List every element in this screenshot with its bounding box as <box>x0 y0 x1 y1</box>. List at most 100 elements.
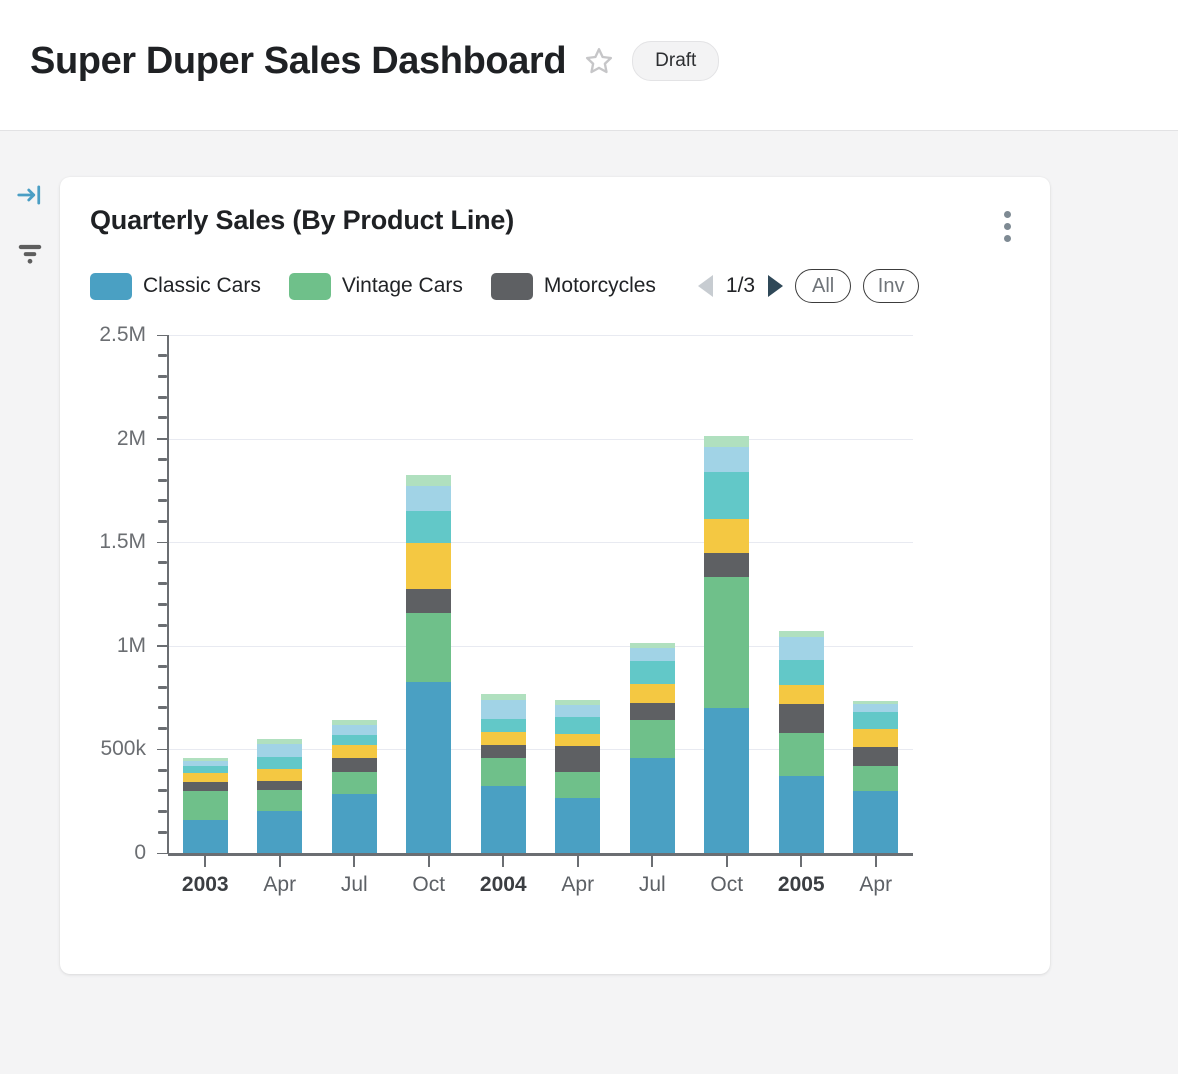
bar-stack[interactable] <box>704 435 750 853</box>
bar-segment[interactable] <box>182 781 228 791</box>
bar-segment[interactable] <box>778 660 824 686</box>
y-axis-minor-tick <box>158 582 167 586</box>
bar-segment[interactable] <box>778 685 824 704</box>
bar-segment[interactable] <box>480 719 526 732</box>
bar-segment[interactable] <box>331 745 377 758</box>
y-axis-label: 0 <box>134 841 146 864</box>
all-button[interactable]: All <box>795 269 852 303</box>
bar-stack[interactable] <box>555 699 601 853</box>
bar-segment[interactable] <box>182 766 228 774</box>
bar-segment[interactable] <box>480 745 526 758</box>
legend-label: Motorcycles <box>543 274 656 297</box>
bar-segment[interactable] <box>406 486 452 512</box>
bar-segment[interactable] <box>257 780 303 790</box>
bar-segment[interactable] <box>629 661 675 685</box>
star-icon[interactable] <box>584 46 614 76</box>
bar-segment[interactable] <box>480 699 526 720</box>
y-axis-minor-tick <box>158 810 167 814</box>
inv-button[interactable]: Inv <box>863 269 920 303</box>
legend-item-classic-cars[interactable]: Classic Cars <box>90 272 261 300</box>
bar-segment[interactable] <box>406 511 452 544</box>
bar-segment[interactable] <box>257 744 303 757</box>
page-title: Super Duper Sales Dashboard <box>30 39 567 82</box>
bar-segment[interactable] <box>406 543 452 589</box>
x-axis-label: Jul <box>340 873 368 896</box>
kebab-menu-icon[interactable] <box>994 209 1020 243</box>
bar-segment[interactable] <box>778 776 824 853</box>
bar-segment[interactable] <box>704 519 750 553</box>
bar-segment[interactable] <box>257 789 303 811</box>
bar-segment[interactable] <box>704 471 750 520</box>
bar-segment[interactable] <box>704 446 750 472</box>
bar-segment[interactable] <box>480 731 526 746</box>
bar-segment[interactable] <box>406 588 452 613</box>
bar-segment[interactable] <box>853 703 899 713</box>
bar-segment[interactable] <box>853 700 899 704</box>
x-axis-tick <box>800 856 803 867</box>
bar-stack[interactable] <box>480 693 526 853</box>
bar-segment[interactable] <box>704 435 750 447</box>
triangle-right-icon[interactable] <box>768 275 784 297</box>
bar-segment[interactable] <box>480 785 526 853</box>
bar-stack[interactable] <box>182 757 228 853</box>
bar-stack[interactable] <box>778 631 824 853</box>
bar-segment[interactable] <box>331 724 377 735</box>
bar-segment[interactable] <box>331 734 377 746</box>
bar-segment[interactable] <box>778 636 824 661</box>
bar-segment[interactable] <box>704 707 750 853</box>
filter-funnel-icon[interactable] <box>14 237 46 269</box>
bar-stack[interactable] <box>406 474 452 853</box>
bar-segment[interactable] <box>853 728 899 748</box>
bar-segment[interactable] <box>331 757 377 773</box>
triangle-left-icon[interactable] <box>697 275 713 297</box>
bar-segment[interactable] <box>555 798 601 853</box>
bar-segment[interactable] <box>182 790 228 820</box>
bar-segment[interactable] <box>406 682 452 853</box>
bar-segment[interactable] <box>629 720 675 758</box>
bar-segment[interactable] <box>555 717 601 734</box>
bar-segment[interactable] <box>257 739 303 745</box>
bar-segment[interactable] <box>778 732 824 777</box>
bar-segment[interactable] <box>555 746 601 773</box>
legend-item-motorcycles[interactable]: Motorcycles <box>490 272 656 300</box>
bar-segment[interactable] <box>182 760 228 767</box>
bar-segment[interactable] <box>555 733 601 747</box>
bar-segment[interactable] <box>629 647 675 662</box>
bar-segment[interactable] <box>704 552 750 578</box>
bar-segment[interactable] <box>406 612 452 683</box>
bar-segment[interactable] <box>629 757 675 853</box>
expand-panel-right-icon[interactable] <box>14 179 46 211</box>
legend-item-vintage-cars[interactable]: Vintage Cars <box>288 272 463 300</box>
bar-stack[interactable] <box>257 739 303 853</box>
bar-segment[interactable] <box>257 756 303 770</box>
bar-segment[interactable] <box>555 704 601 718</box>
bar-segment[interactable] <box>331 793 377 853</box>
bar-segment[interactable] <box>853 712 899 729</box>
bar-segment[interactable] <box>480 693 526 700</box>
bar-stack[interactable] <box>853 700 899 853</box>
bar-segment[interactable] <box>331 720 377 725</box>
bar-segment[interactable] <box>629 702 675 721</box>
bar-segment[interactable] <box>853 747 899 766</box>
bar-segment[interactable] <box>555 772 601 799</box>
bar-segment[interactable] <box>182 757 228 761</box>
bar-segment[interactable] <box>182 773 228 782</box>
bar-segment[interactable] <box>629 684 675 703</box>
bar-segment[interactable] <box>182 819 228 853</box>
bar-segment[interactable] <box>257 769 303 781</box>
bar-stack[interactable] <box>331 720 377 853</box>
bar-segment[interactable] <box>406 474 452 487</box>
bar-segment[interactable] <box>331 772 377 794</box>
status-badge[interactable]: Draft <box>632 41 720 81</box>
bar-segment[interactable] <box>257 810 303 853</box>
bar-segment[interactable] <box>853 790 899 853</box>
bar-segment[interactable] <box>778 631 824 637</box>
bar-segment[interactable] <box>555 699 601 705</box>
bar-segment[interactable] <box>480 757 526 786</box>
bar-segment[interactable] <box>629 642 675 648</box>
bar-segment[interactable] <box>853 765 899 791</box>
y-axis-minor-tick <box>158 478 167 482</box>
bar-segment[interactable] <box>704 577 750 708</box>
bar-stack[interactable] <box>629 642 675 853</box>
bar-segment[interactable] <box>778 703 824 733</box>
